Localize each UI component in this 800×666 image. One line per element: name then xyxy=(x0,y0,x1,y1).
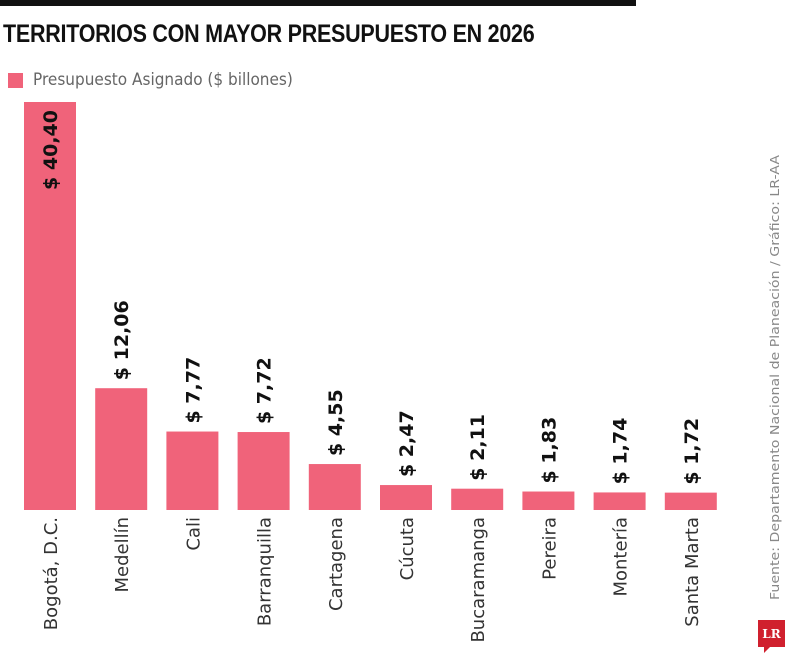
category-label: Pereira xyxy=(539,517,560,580)
bar xyxy=(237,432,290,510)
bar xyxy=(664,492,717,510)
category-label: Cali xyxy=(183,517,204,551)
category-label: Bucaramanga xyxy=(468,517,489,643)
category-label: Cartagena xyxy=(326,517,347,611)
value-label: $ 40,40 xyxy=(40,110,62,190)
bar xyxy=(380,485,432,510)
chart-title: TERRITORIOS CON MAYOR PRESUPUESTO EN 202… xyxy=(3,20,535,48)
bar xyxy=(24,102,76,510)
category-label: Cúcuta xyxy=(397,517,418,580)
category-label: Montería xyxy=(611,517,632,597)
bar xyxy=(593,492,646,510)
legend-swatch xyxy=(8,72,23,88)
bar xyxy=(166,431,219,510)
value-label: $ 4,55 xyxy=(325,389,347,456)
value-label: $ 1,83 xyxy=(538,417,560,484)
top-rule xyxy=(0,0,636,6)
value-label: $ 7,77 xyxy=(182,357,204,424)
value-label: $ 2,47 xyxy=(396,410,418,477)
bar xyxy=(308,464,361,510)
value-label: $ 7,72 xyxy=(254,357,276,424)
category-label: Barranquilla xyxy=(255,517,276,626)
bar xyxy=(95,388,148,510)
bar xyxy=(451,488,504,510)
bar xyxy=(522,491,575,510)
lr-logo: LR xyxy=(758,620,785,653)
category-label: Medellín xyxy=(112,517,133,593)
category-label: Bogotá, D.C. xyxy=(41,517,62,630)
value-label: $ 1,72 xyxy=(681,418,703,485)
value-label: $ 2,11 xyxy=(467,414,489,481)
category-label: Santa Marta xyxy=(682,517,703,627)
source-note: Fuente: Departamento Nacional de Planeac… xyxy=(767,154,782,600)
legend-label: Presupuesto Asignado ($ billones) xyxy=(33,70,293,90)
value-label: $ 12,06 xyxy=(111,300,133,380)
legend: Presupuesto Asignado ($ billones) xyxy=(8,70,322,90)
value-label: $ 1,74 xyxy=(610,418,632,485)
